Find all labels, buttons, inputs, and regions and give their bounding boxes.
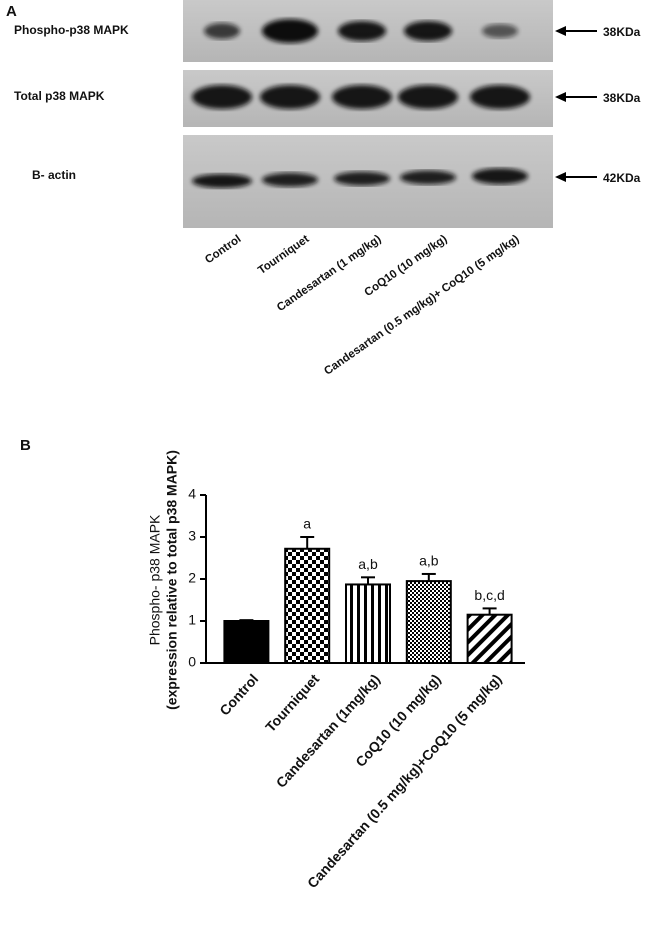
- arrow-head: [555, 172, 566, 182]
- lane-label: Control: [203, 233, 243, 266]
- blot-band: [404, 21, 452, 41]
- arrow-head: [555, 26, 566, 36]
- lane-label: Tourniquet: [256, 233, 312, 277]
- y-tick-label: 1: [188, 612, 196, 628]
- blot-band: [260, 85, 320, 109]
- blot-band: [398, 85, 458, 109]
- blot-band: [262, 19, 318, 43]
- blot-band: [192, 85, 252, 109]
- blot-band: [470, 85, 530, 109]
- size-label: 38KDa: [603, 25, 641, 39]
- significance-label: a: [303, 516, 311, 532]
- significance-label: b,c,d: [474, 587, 504, 603]
- row-label: Phospho-p38 MAPK: [14, 23, 129, 37]
- size-label: 38KDa: [603, 91, 641, 105]
- blot-band: [400, 170, 456, 185]
- x-tick-label: Candesartan (1mg/kg): [273, 671, 383, 791]
- blot-band: [332, 85, 392, 109]
- blot-band: [472, 168, 528, 185]
- y-tick-label: 2: [188, 570, 196, 586]
- y-axis-label: Phospho- p38 MAPK (expression relative t…: [147, 450, 180, 710]
- significance-label: a,b: [358, 556, 378, 572]
- y-tick-label: 3: [188, 528, 196, 544]
- panel-label: A: [6, 3, 17, 20]
- bar: [223, 620, 270, 664]
- blot-band: [338, 21, 386, 41]
- y-tick-label: 0: [188, 654, 196, 670]
- arrow-head: [555, 92, 566, 102]
- y-axis-label-line: (expression relative to total p38 MAPK): [164, 450, 180, 710]
- blot-band: [192, 174, 252, 188]
- row-label: Total p38 MAPK: [14, 89, 105, 103]
- bar: [345, 583, 391, 665]
- blot-band: [334, 171, 390, 186]
- blot-band: [482, 24, 518, 38]
- y-tick-label: 4: [188, 486, 196, 502]
- x-tick-label: Control: [216, 671, 261, 719]
- panel-label: B: [20, 437, 31, 454]
- bar: [284, 547, 331, 665]
- x-tick-label: Tourniquet: [262, 671, 322, 736]
- bar: [466, 613, 513, 665]
- row-label: B- actin: [32, 168, 76, 182]
- blot-band: [262, 172, 318, 187]
- bar: [405, 580, 452, 664]
- significance-label: a,b: [419, 553, 439, 569]
- blot-band: [204, 23, 240, 39]
- y-axis-label-line: Phospho- p38 MAPK: [147, 514, 163, 645]
- size-label: 42KDa: [603, 171, 641, 185]
